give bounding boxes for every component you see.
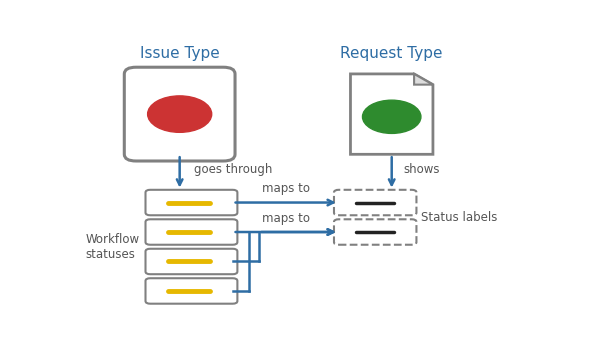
Text: shows: shows [404,163,440,176]
FancyBboxPatch shape [145,278,237,304]
FancyBboxPatch shape [334,219,416,245]
FancyBboxPatch shape [145,249,237,274]
Text: Workflow
statuses: Workflow statuses [85,233,140,261]
FancyBboxPatch shape [145,190,237,215]
Text: Issue Type: Issue Type [140,46,219,61]
Circle shape [148,96,212,132]
Text: maps to: maps to [261,212,309,224]
Polygon shape [414,74,433,85]
Text: Request Type: Request Type [340,46,443,61]
Text: Status labels: Status labels [421,211,497,224]
FancyBboxPatch shape [145,219,237,245]
Text: goes through: goes through [194,163,272,176]
Text: maps to: maps to [261,182,309,195]
Circle shape [362,100,421,133]
FancyBboxPatch shape [124,67,235,161]
FancyBboxPatch shape [334,190,416,215]
Polygon shape [350,74,433,154]
